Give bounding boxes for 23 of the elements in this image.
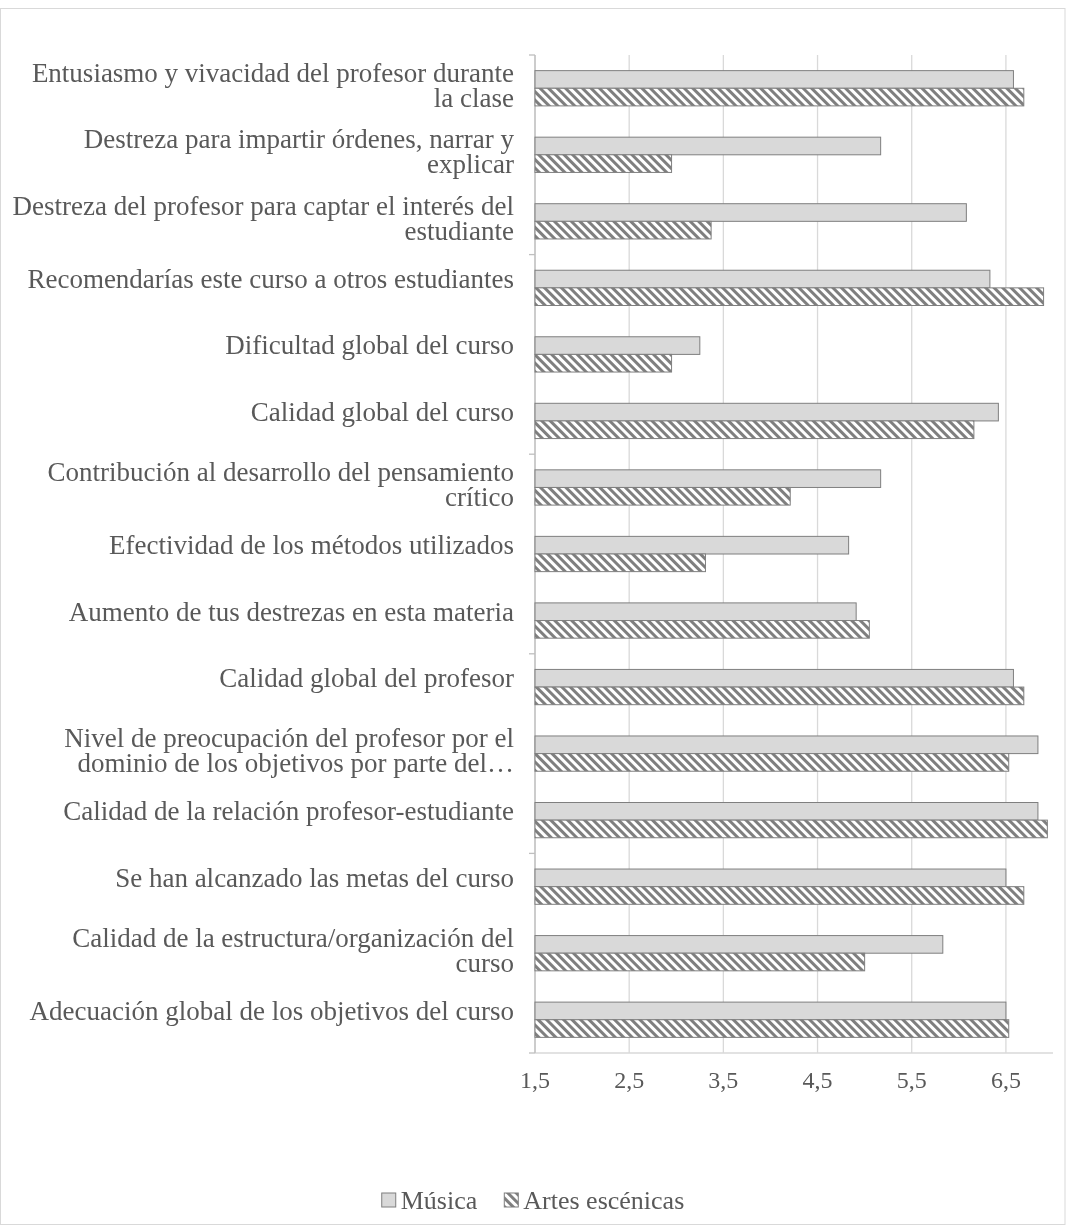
x-tick-label: 2,5 bbox=[614, 1067, 645, 1093]
y-tick-label: Dificultad global del curso bbox=[225, 330, 514, 361]
y-tick-label: Aumento de tus destrezas en esta materia bbox=[68, 596, 514, 627]
y-tick-label: Calidad global del profesor bbox=[219, 663, 514, 694]
y-tick-label: Contribución al desarrollo del pensamiento crítico bbox=[47, 456, 514, 512]
y-tick-label: Recomendarías este curso a otros estudiantes bbox=[27, 263, 514, 294]
y-tick-label: Se han alcanzado las metas del curso bbox=[115, 862, 514, 893]
y-tick-label: Entusiasmo y vivacidad del profesor durante la clase bbox=[31, 57, 515, 113]
x-tick-label: 1,5 bbox=[520, 1067, 550, 1093]
x-tick-label: 4,5 bbox=[802, 1067, 833, 1093]
x-tick-label: 6,5 bbox=[990, 1067, 1021, 1093]
legend-label: Artes escénicas bbox=[523, 1186, 685, 1215]
y-tick-label: Calidad global del curso bbox=[250, 396, 514, 427]
y-tick-label: Destreza del profesor para captar el interés del estudiante bbox=[12, 190, 515, 246]
y-tick-label: Calidad de la relación profesor-estudiante bbox=[63, 796, 515, 827]
x-tick-label: 3,5 bbox=[708, 1067, 739, 1093]
legend-label: Música bbox=[400, 1186, 478, 1215]
y-tick-label: Nivel de preocupación del profesor por el dominio de los objetivos por parte del… bbox=[64, 723, 514, 779]
x-tick-label: 5,5 bbox=[896, 1067, 927, 1093]
y-tick-label: Efectividad de los métodos utilizados bbox=[109, 530, 514, 560]
y-tick-label: Calidad de la estructura/organización del curso bbox=[72, 922, 514, 978]
y-tick-label: Destreza para impartir órdenes, narrar y explicar bbox=[83, 124, 515, 180]
y-tick-label: Adecuación global de los objetivos del curso bbox=[29, 995, 514, 1026]
